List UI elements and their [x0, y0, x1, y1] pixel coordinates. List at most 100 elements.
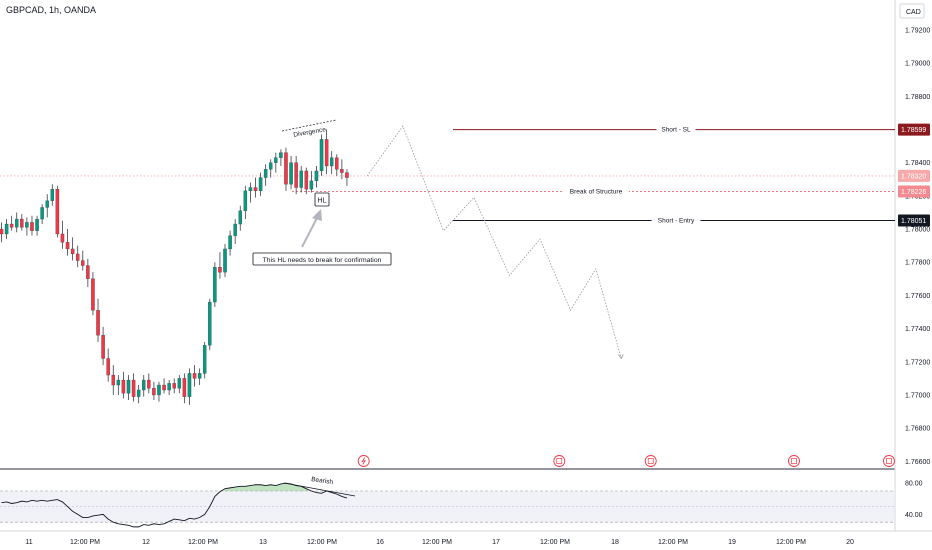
candle-body [35, 218, 39, 231]
candle-body [30, 222, 34, 231]
candle-body [121, 379, 126, 394]
projection-path[interactable] [366, 125, 622, 359]
flag-icon[interactable] [553, 455, 566, 467]
time-tick-label: 12:00 PM [70, 539, 100, 546]
candle-body [238, 210, 243, 225]
price-badge [898, 214, 930, 227]
candle-body [14, 218, 19, 228]
candle-body [228, 235, 232, 250]
candle-body [126, 379, 131, 394]
hl-box[interactable] [314, 192, 330, 207]
candle-body [340, 169, 344, 173]
time-tick-label: 11 [25, 539, 32, 546]
candle-body [50, 189, 55, 201]
price-tick-label: 1.77400 [905, 326, 930, 333]
bearish-line[interactable] [283, 482, 356, 497]
rsi-tick-label: 40.00 [905, 512, 923, 519]
level-label-bg [656, 125, 696, 134]
level-label-bg [563, 187, 629, 196]
candle-body [274, 157, 278, 163]
candle-body [233, 223, 237, 236]
candle-body [45, 200, 49, 208]
time-tick-label: 20 [846, 539, 854, 546]
candle-body [243, 190, 248, 211]
candle-body [172, 383, 176, 389]
candle-body [253, 187, 258, 192]
level-label-bg [651, 216, 701, 225]
callout-arrowhead [312, 209, 322, 221]
price-tick-label: 1.77200 [905, 359, 930, 366]
candle-body [218, 267, 222, 273]
candle-body [60, 233, 65, 243]
price-tick-label: 1.76600 [905, 459, 930, 466]
flag-icon[interactable] [788, 455, 800, 467]
price-tick-label: 1.78000 [905, 227, 930, 234]
price-tick-label: 1.77800 [905, 260, 930, 267]
candle-body [0, 228, 4, 235]
candle-body [258, 177, 263, 192]
candle-body [314, 170, 319, 182]
candle-body [4, 223, 9, 235]
level-label: Break of Structure [570, 189, 623, 196]
price-tick-label: 1.78800 [905, 94, 930, 101]
flag-glyph [647, 458, 654, 464]
currency-label: CAD [906, 9, 921, 16]
candle-body [157, 384, 161, 396]
hl-label: HL [318, 198, 327, 205]
time-tick-label: 19 [728, 539, 736, 546]
price-tick-label: 1.78400 [905, 160, 930, 167]
candle-body [81, 260, 85, 266]
candle-body [111, 374, 116, 386]
candle-body [70, 248, 75, 255]
flag-icon[interactable] [644, 455, 657, 467]
bearish-label: Bearish [311, 476, 334, 486]
candle-body [55, 189, 60, 235]
candle-body [177, 378, 182, 389]
candle-body [329, 157, 334, 167]
callout-arrow [301, 215, 319, 248]
currency-box[interactable] [899, 3, 925, 19]
time-tick-label: 12:00 PM [307, 539, 337, 546]
candle-body [192, 373, 197, 379]
candle-body [304, 170, 309, 190]
callout-text: This HL needs to break for confirmation [263, 257, 382, 264]
price-tick-label: 1.79000 [905, 61, 930, 68]
candle-body [40, 207, 44, 220]
time-tick-label: 13 [259, 539, 267, 546]
lightning-glyph [361, 457, 367, 465]
candle-body [208, 301, 212, 346]
time-tick-label: 17 [492, 539, 500, 546]
candle-body [187, 373, 192, 397]
price-tick-label: 1.76800 [905, 426, 930, 433]
candle-body [20, 218, 24, 228]
candle-body [223, 248, 227, 273]
price-badge-label: 1.78051 [901, 218, 926, 225]
candle-body [182, 378, 187, 397]
candle-body [131, 379, 136, 397]
price-tick-label: 1.79200 [905, 27, 930, 34]
flag-icon[interactable] [883, 455, 895, 467]
candle-body [345, 172, 349, 178]
candle-body [141, 379, 146, 391]
price-badge [898, 185, 930, 198]
divergence-line[interactable] [281, 119, 337, 132]
candle-body [319, 139, 324, 172]
candle-body [91, 278, 95, 311]
price-badge-label: 1.78226 [901, 189, 926, 196]
flag-glyph [791, 458, 797, 464]
price-badge-label: 1.78599 [901, 127, 926, 134]
candle-body [213, 267, 217, 303]
price-badge [898, 123, 930, 136]
candle-body [263, 169, 268, 178]
price-badge-label: 1.78320 [901, 173, 926, 180]
candle-body [96, 310, 100, 336]
candle-body [284, 152, 288, 185]
candle-body [289, 162, 293, 185]
callout-box[interactable] [252, 252, 392, 266]
candle-body [101, 335, 105, 359]
flag-glyph [886, 458, 892, 464]
candle-body [167, 383, 171, 391]
time-tick-label: 12:00 PM [422, 539, 452, 546]
candle-body [136, 389, 141, 397]
